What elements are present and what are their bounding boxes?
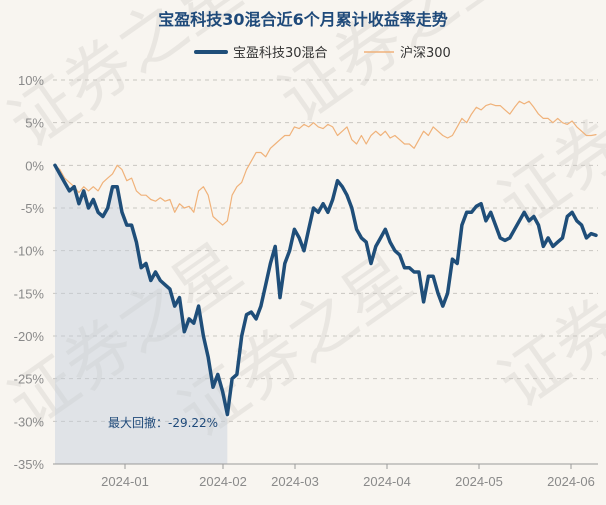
y-tick-label: -25%	[14, 372, 45, 387]
max-drawdown-label: 最大回撤：-29.22%	[108, 415, 218, 430]
y-tick-label: -30%	[14, 414, 45, 429]
legend: 宝盈科技30混合 沪深300	[194, 45, 451, 61]
max-drawdown-shading	[55, 165, 228, 465]
x-tick-label: 2024-02	[199, 474, 247, 489]
grid	[53, 79, 598, 422]
y-tick-label: 10%	[18, 73, 44, 88]
annotation-layer: 最大回撤：-29.22%	[108, 415, 218, 430]
series-layer	[53, 100, 598, 417]
chart-title: 宝盈科技30混合近6个月累计收益率走势	[158, 10, 447, 29]
y-tick-label: -5%	[21, 201, 45, 216]
y-tick-label: 0%	[25, 158, 44, 173]
legend-label-fund: 宝盈科技30混合	[233, 46, 328, 61]
x-tick-label: 2024-04	[363, 474, 411, 489]
legend-label-index: 沪深300	[400, 45, 451, 61]
series-line-fund	[53, 163, 598, 417]
x-tick-label: 2024-05	[455, 474, 503, 489]
x-tick-label: 2024-01	[101, 474, 149, 489]
y-tick-label: -35%	[14, 457, 45, 472]
y-tick-label: -10%	[14, 244, 45, 259]
x-tick-label: 2024-03	[271, 474, 319, 489]
drawdown-area	[55, 165, 228, 465]
y-tick-label: -20%	[14, 329, 45, 344]
x-axis: 2024-01 2024-02 2024-03 2024-04 2024-05 2024-…	[53, 463, 598, 489]
y-tick-label: -15%	[14, 286, 45, 301]
x-tick-label: 2024-06	[547, 474, 595, 489]
y-axis: 10% 5% 0% -5% -10% -15% -20% -25% -30% -35%	[14, 73, 45, 472]
y-tick-label: 5%	[25, 116, 44, 131]
series-line-index	[54, 100, 597, 226]
